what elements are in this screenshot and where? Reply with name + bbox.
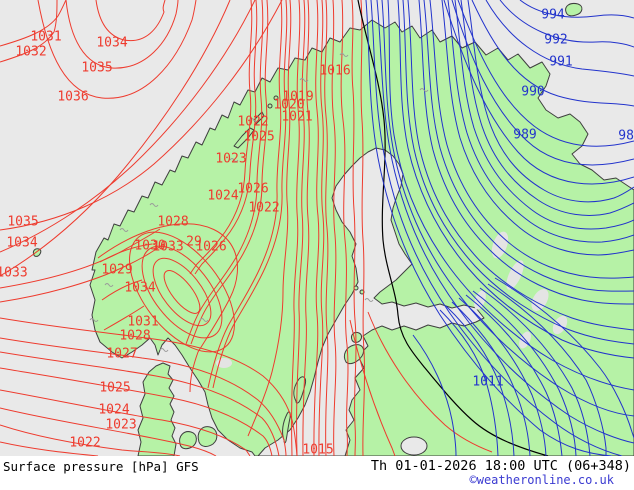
isobar-label-1027: 1027 [106, 347, 137, 362]
isobars-low-pressure [365, 0, 634, 456]
isobar-label-1034: 1034 [6, 236, 37, 251]
isobar-label-994: 994 [541, 8, 565, 23]
pressure-map: 1031 1032 1034 1035 1036 1035 1034 1033 1029 1034… [0, 0, 634, 456]
isobar-label-1032: 1032 [15, 45, 46, 60]
isobar-label-1022: 1022 [248, 201, 279, 216]
oland-island [282, 411, 291, 444]
isobars-high-pressure [0, 0, 493, 456]
gulf-of-riga [400, 436, 428, 456]
isobar-label-1019: 1019 [282, 90, 313, 105]
isobar-boundary [357, 0, 549, 456]
isobar-label-1033: 1033 [0, 266, 28, 281]
isobar-label-1033: 1033 [152, 240, 183, 255]
isobar-label-29: 29 [186, 235, 202, 250]
isobar-label-1025: 1025 [243, 130, 274, 145]
isobar-label-1030: 1030 [134, 239, 165, 254]
isobar-label-991: 991 [549, 55, 572, 70]
isobar-label-1021: 1021 [281, 110, 312, 125]
isobar-label-1028: 1028 [157, 215, 188, 230]
isobar-label-1024: 1024 [98, 403, 129, 418]
arctic-island [565, 3, 583, 17]
isobar-label-1035: 1035 [7, 215, 38, 230]
isobar-label-1022: 1022 [237, 115, 268, 130]
isobar-label-1026: 1026 [237, 182, 268, 197]
coastal-detail-marks [89, 53, 429, 352]
isobar-label-1024: 1024 [207, 189, 238, 204]
isobar-label-1011: 1011 [472, 375, 503, 390]
isobar-label-1020: 1020 [273, 98, 304, 113]
product-title: Surface pressure [hPa] GFS [3, 459, 199, 474]
coastal-island-2 [273, 95, 279, 101]
saaremaa-island [343, 344, 365, 365]
isobar-label-1015: 1015 [302, 443, 333, 457]
isobar-label-990: 990 [521, 85, 544, 100]
isobar-label-1029: 1029 [101, 263, 132, 278]
isobar-label-1035: 1035 [81, 61, 112, 76]
valid-time-label: Th 01-01-2026 18:00 UTC (06+348) [370, 458, 631, 474]
isobar-label-1034: 1034 [96, 36, 127, 51]
footer-bar: Surface pressure [hPa] GFS Th 01-01-2026… [0, 456, 634, 490]
denmark-jutland [137, 362, 177, 456]
isobar-label-1025: 1025 [99, 381, 130, 396]
isobar-label-1026: 1026 [195, 240, 226, 255]
coastal-island [267, 103, 273, 109]
isobar-label-1023: 1023 [105, 418, 136, 433]
isobar-label-988: 988 [618, 129, 634, 144]
isobar-label-1028: 1028 [119, 329, 150, 344]
isobar-label-989: 989 [513, 128, 536, 143]
isobar-label-992: 992 [544, 33, 567, 48]
copyright-link[interactable]: ©weatheronline.co.uk [469, 473, 615, 487]
isobar-label-1016: 1016 [319, 64, 350, 79]
isobar-label-1036: 1036 [57, 90, 88, 105]
isobar-label-1023: 1023 [215, 152, 246, 167]
norway-high-loops [129, 231, 235, 353]
isobar-label-1031: 1031 [127, 315, 158, 330]
isobar-label-1034: 1034 [124, 281, 155, 296]
isobar-label-1022: 1022 [69, 436, 100, 451]
isobar-label-1031: 1031 [30, 30, 61, 45]
